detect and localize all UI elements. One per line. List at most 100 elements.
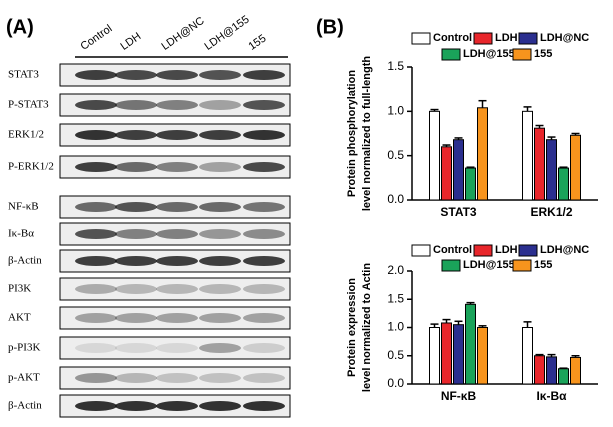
y-axis-label: Protein phosphorylation bbox=[346, 70, 358, 197]
y-tick-label: 1.5 bbox=[387, 291, 404, 305]
band bbox=[199, 70, 241, 80]
lane-label: Control bbox=[79, 23, 115, 53]
band bbox=[156, 70, 198, 80]
legend-label: LDH@155 bbox=[463, 48, 515, 60]
band bbox=[199, 256, 241, 266]
legend-swatch bbox=[473, 244, 493, 257]
band bbox=[75, 373, 117, 383]
band bbox=[243, 202, 285, 212]
band bbox=[243, 343, 285, 353]
panel-label: (A) bbox=[6, 16, 34, 38]
y-tick-label: 1.5 bbox=[387, 59, 404, 73]
bar bbox=[570, 134, 581, 201]
band bbox=[75, 343, 117, 353]
x-tick-label: ERK1/2 bbox=[530, 205, 572, 219]
band bbox=[156, 130, 198, 140]
bar bbox=[453, 139, 464, 201]
band bbox=[115, 343, 157, 353]
legend-label: LDH bbox=[495, 32, 518, 44]
blot-frame bbox=[59, 306, 291, 330]
band bbox=[243, 130, 285, 140]
band bbox=[243, 70, 285, 80]
x-tick-label: STAT3 bbox=[440, 205, 477, 219]
row-label: AKT bbox=[8, 312, 31, 324]
legend-label: LDH@NC bbox=[540, 244, 589, 256]
band bbox=[156, 343, 198, 353]
bar bbox=[441, 322, 452, 385]
band bbox=[75, 313, 117, 323]
band bbox=[75, 256, 117, 266]
bar bbox=[465, 303, 476, 385]
band bbox=[115, 313, 157, 323]
band bbox=[115, 162, 157, 172]
row-label: β-Actin bbox=[8, 400, 42, 412]
band bbox=[199, 130, 241, 140]
band bbox=[75, 70, 117, 80]
band bbox=[75, 100, 117, 110]
band bbox=[156, 202, 198, 212]
band bbox=[156, 229, 198, 239]
band bbox=[115, 229, 157, 239]
band bbox=[199, 229, 241, 239]
y-tick-label: 0.0 bbox=[387, 376, 404, 390]
row-label: Iκ-Bα bbox=[8, 228, 34, 240]
bar bbox=[546, 356, 557, 385]
legend-swatch bbox=[512, 48, 532, 61]
band bbox=[156, 373, 198, 383]
legend-label: 155 bbox=[534, 259, 552, 271]
bar bbox=[441, 146, 452, 201]
legend-swatch bbox=[473, 32, 493, 45]
y-tick-label: 0.5 bbox=[387, 348, 404, 362]
row-label: ERK1/2 bbox=[8, 129, 44, 141]
row-label: P-ERK1/2 bbox=[8, 161, 54, 173]
y-tick-label: 1.0 bbox=[387, 104, 404, 118]
bar bbox=[477, 107, 488, 201]
band bbox=[199, 100, 241, 110]
legend-swatch bbox=[411, 32, 431, 45]
legend-swatch bbox=[441, 48, 461, 61]
band bbox=[199, 202, 241, 212]
band bbox=[115, 256, 157, 266]
bar bbox=[534, 355, 545, 385]
band bbox=[156, 100, 198, 110]
band bbox=[243, 162, 285, 172]
legend-label: 155 bbox=[534, 48, 552, 60]
bar bbox=[522, 327, 533, 385]
bar bbox=[477, 327, 488, 385]
y-axis-label: level normalized to Actin bbox=[361, 263, 373, 392]
y-tick-label: 2.0 bbox=[387, 263, 404, 277]
row-label: NF-κB bbox=[8, 201, 39, 213]
band bbox=[115, 130, 157, 140]
y-axis-label: Protein expression bbox=[346, 278, 358, 377]
band bbox=[75, 202, 117, 212]
legend-swatch bbox=[518, 32, 538, 45]
band bbox=[115, 100, 157, 110]
y-tick-label: 0.0 bbox=[387, 192, 404, 206]
band bbox=[115, 70, 157, 80]
bar bbox=[429, 327, 440, 385]
y-tick-label: 1.0 bbox=[387, 320, 404, 334]
band bbox=[75, 229, 117, 239]
bar bbox=[558, 167, 569, 201]
band bbox=[156, 401, 198, 411]
bar bbox=[465, 167, 476, 201]
bar bbox=[534, 127, 545, 201]
lane-label: 155 bbox=[247, 32, 269, 52]
legend-swatch bbox=[518, 244, 538, 257]
band bbox=[243, 229, 285, 239]
band bbox=[199, 284, 241, 294]
band bbox=[156, 313, 198, 323]
bar bbox=[453, 324, 464, 385]
band bbox=[115, 284, 157, 294]
lane-label: LDH bbox=[119, 30, 144, 52]
y-axis-label: level normalized to full-length bbox=[361, 56, 373, 212]
legend-label: Control bbox=[433, 32, 472, 44]
x-tick-label: Iκ-Bα bbox=[536, 389, 567, 403]
legend-label: Control bbox=[433, 244, 472, 256]
row-label: PI3K bbox=[8, 283, 31, 295]
row-label: P-STAT3 bbox=[8, 99, 49, 111]
legend-label: LDH@NC bbox=[540, 32, 589, 44]
blot-frame bbox=[59, 277, 291, 301]
row-label: p-AKT bbox=[8, 372, 40, 384]
band bbox=[199, 343, 241, 353]
